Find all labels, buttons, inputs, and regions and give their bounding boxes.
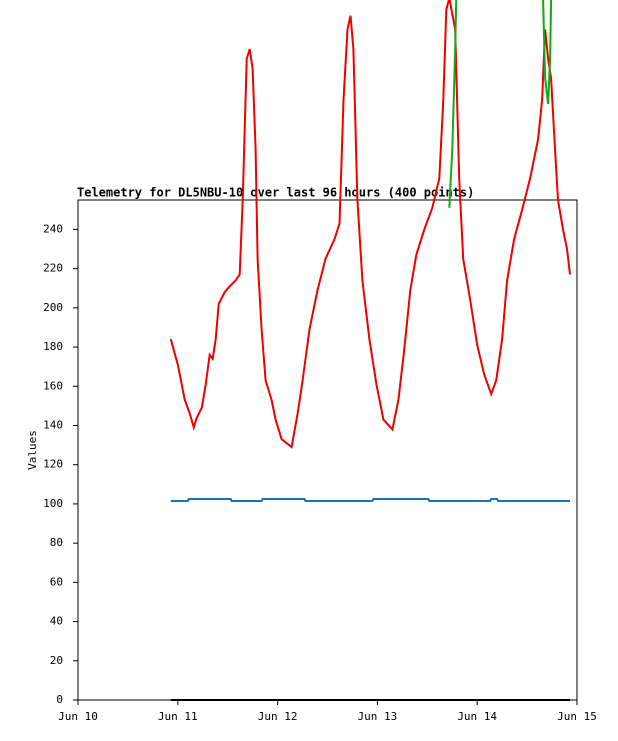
y-tick-label: 40	[50, 615, 63, 628]
x-tick-label: Jun 13	[358, 710, 398, 723]
y-tick-label: 160	[43, 379, 63, 392]
x-tick-label: Jun 14	[457, 710, 497, 723]
y-tick-label: 100	[43, 497, 63, 510]
series-line	[169, 0, 571, 449]
y-axis-label: Values	[26, 430, 39, 470]
y-tick-label: 220	[43, 262, 63, 275]
x-tick-label: Jun 15	[557, 710, 597, 723]
series-line	[170, 498, 570, 502]
y-tick-label: 120	[43, 458, 63, 471]
y-tick-label: 180	[43, 340, 63, 353]
plot-frame	[77, 199, 578, 701]
x-tick-label: Jun 11	[158, 710, 198, 723]
y-tick-label: 200	[43, 301, 63, 314]
chart-title: Telemetry for DL5NBU-10 over last 96 hou…	[77, 186, 474, 200]
x-tick-label: Jun 12	[258, 710, 298, 723]
x-tick-label: Jun 10	[58, 710, 98, 723]
series-line	[542, 0, 553, 105]
y-tick-label: 80	[50, 536, 63, 549]
y-tick-label: 20	[50, 654, 63, 667]
y-tick-label: 0	[56, 693, 63, 706]
y-tick-label: 140	[43, 418, 63, 431]
y-tick-label: 60	[50, 575, 63, 588]
series-line	[448, 0, 458, 208]
y-tick-label: 240	[43, 222, 63, 235]
